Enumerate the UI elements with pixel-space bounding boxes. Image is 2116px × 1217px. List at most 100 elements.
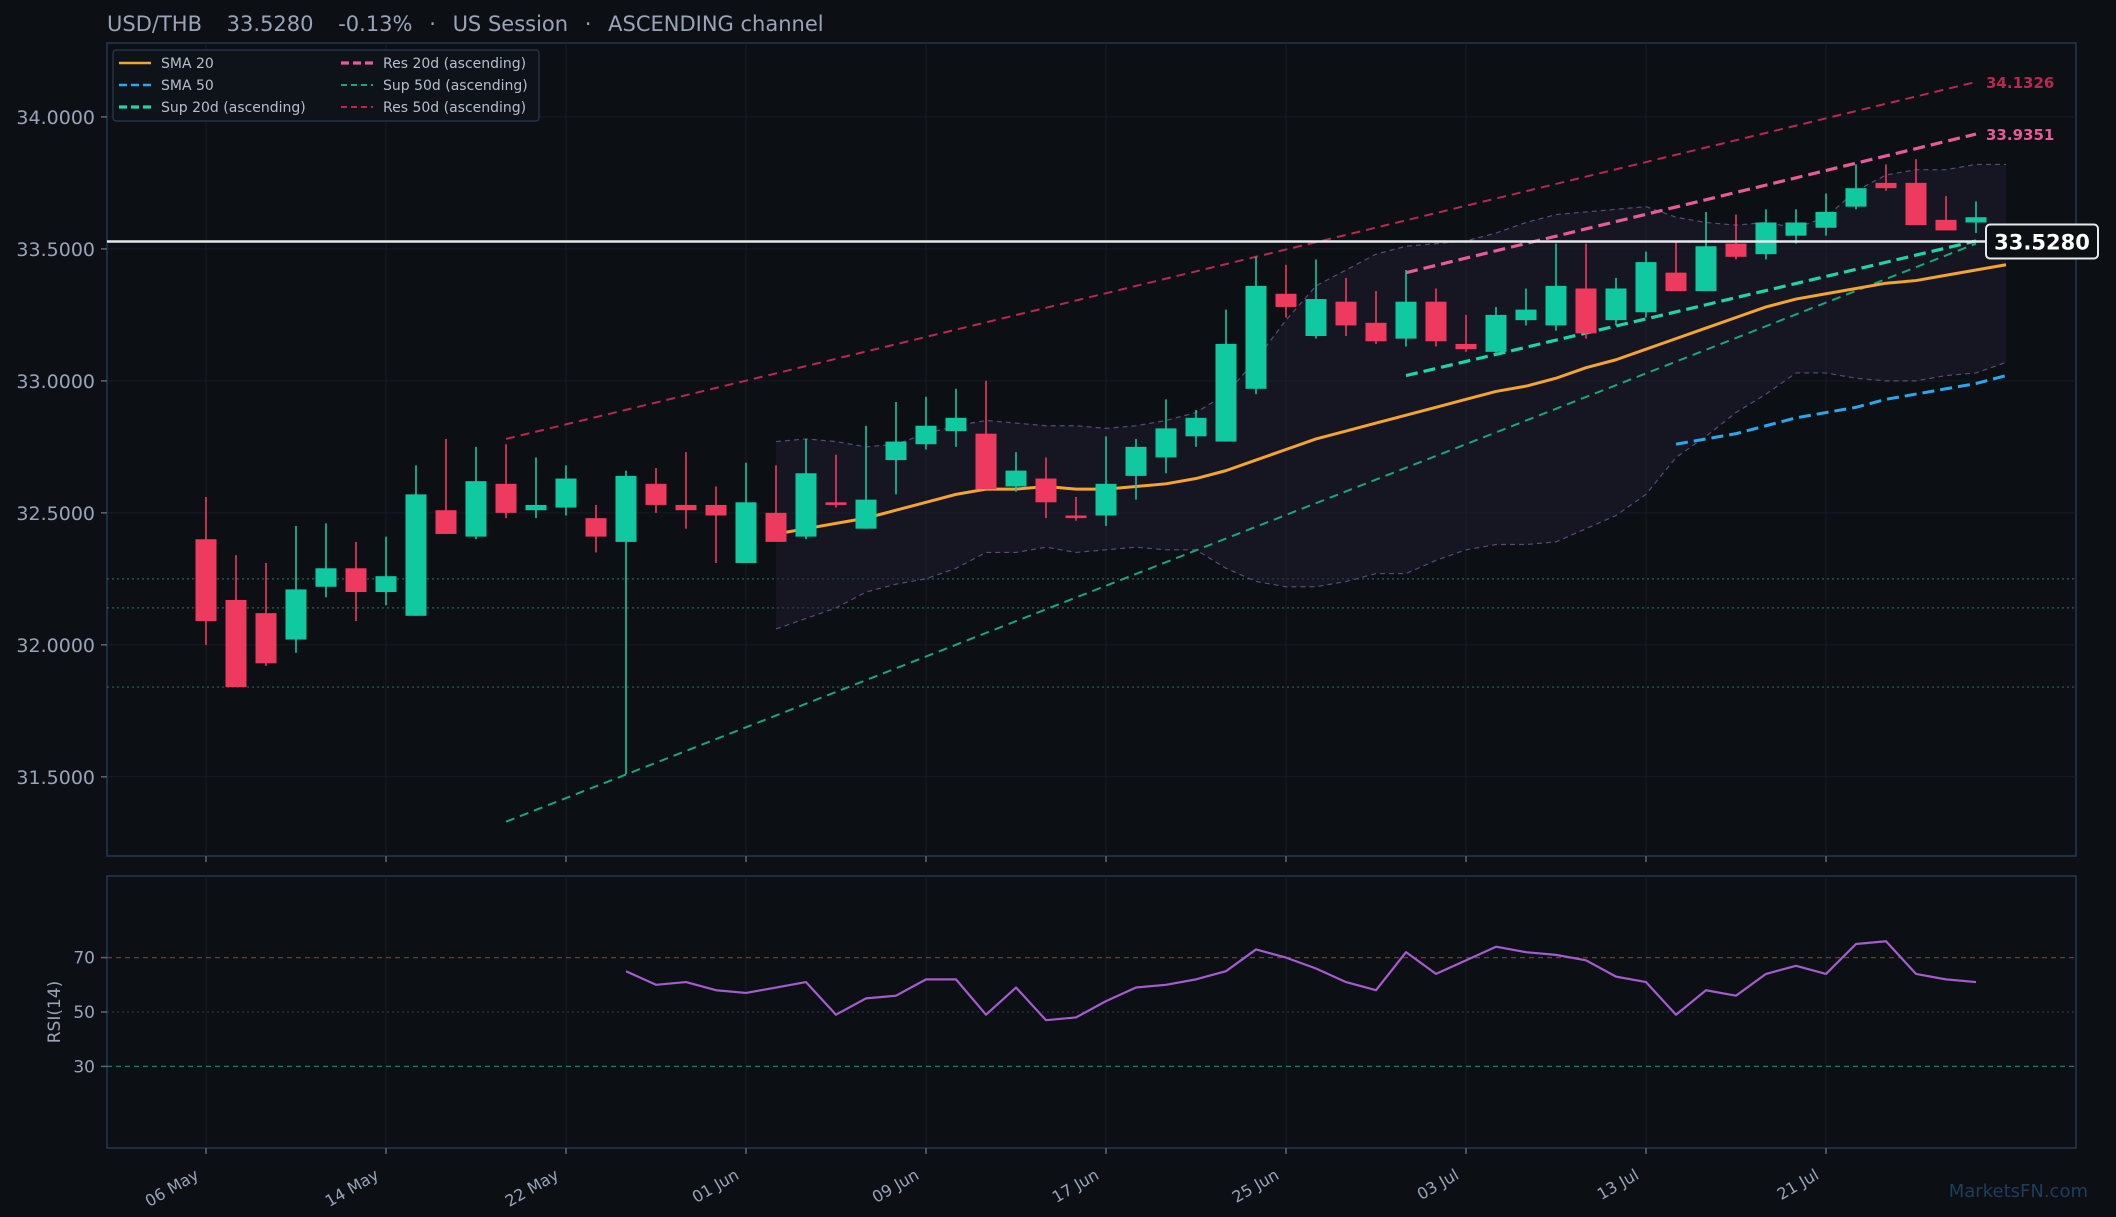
candle	[555, 465, 577, 516]
candle	[255, 563, 277, 666]
legend-label: Res 20d (ascending)	[383, 56, 526, 72]
candle-body	[1905, 182, 1927, 226]
candle	[795, 438, 817, 540]
candle-body	[1695, 246, 1717, 292]
candle-body	[1635, 262, 1657, 313]
candle-body	[1005, 470, 1027, 487]
x-tick-label: 14 May	[322, 1165, 382, 1211]
candle-body	[945, 417, 967, 432]
rsi-tick-label: 70	[73, 949, 95, 969]
sma20-line	[775, 263, 2007, 536]
candle-body	[285, 589, 307, 640]
candle-body	[405, 494, 427, 616]
candle	[1935, 196, 1957, 231]
candle-body	[1485, 314, 1507, 352]
candle	[615, 470, 637, 775]
candle-body	[1575, 288, 1597, 334]
candle	[855, 425, 877, 529]
candle-body	[1785, 222, 1807, 236]
candle	[345, 541, 367, 622]
channel-line	[1405, 132, 1977, 275]
legend-entry: Sup 20d (ascending)	[119, 100, 306, 116]
x-tick-label: 06 May	[142, 1165, 202, 1211]
candle-body	[375, 576, 397, 593]
header-change: -0.13%	[338, 12, 412, 36]
candle-body	[615, 475, 637, 542]
header-channel: ASCENDING channel	[608, 12, 823, 36]
candle	[585, 504, 607, 553]
band-upper-line	[775, 163, 2006, 448]
candle	[1005, 452, 1027, 492]
candle	[435, 438, 457, 534]
legend-label: Sup 50d (ascending)	[383, 78, 528, 94]
y-tick-label: 31.5000	[16, 767, 95, 789]
header-separator: ·	[429, 12, 436, 36]
candle-body	[1965, 217, 1987, 223]
candle-body	[1545, 285, 1567, 326]
candle	[825, 454, 847, 508]
candle	[1785, 209, 1807, 244]
y-tick-label: 32.0000	[16, 635, 95, 657]
candle	[315, 523, 337, 598]
candle-body	[765, 512, 787, 542]
candle-body	[975, 433, 997, 490]
candle	[1275, 264, 1297, 318]
candle	[945, 388, 967, 447]
candle	[1035, 457, 1057, 519]
y-tick-label: 33.5000	[16, 239, 95, 261]
candle-body	[915, 425, 937, 445]
candle	[1185, 409, 1207, 447]
candle	[405, 465, 427, 616]
last-price-label: 33.5280	[1994, 230, 2090, 254]
candle-body	[1755, 222, 1777, 255]
legend-entry: Sup 50d (ascending)	[341, 78, 528, 94]
candle	[885, 401, 907, 495]
x-tick-label: 13 Jul	[1594, 1165, 1642, 1204]
candle	[765, 465, 787, 542]
candle-body	[435, 510, 457, 534]
candle-body	[1665, 272, 1687, 292]
candle	[1485, 306, 1507, 355]
channel-end-label: 33.9351	[1986, 126, 2054, 144]
candle	[525, 457, 547, 519]
channel-line	[505, 242, 1977, 823]
candle-body	[1605, 288, 1627, 321]
candle-body	[1155, 428, 1177, 458]
candle	[1065, 497, 1087, 521]
candle-body	[1035, 478, 1057, 503]
chart-header: USD/THB 33.5280 -0.13% · US Session · AS…	[107, 12, 824, 36]
legend-label: SMA 50	[161, 78, 214, 94]
x-tick-label: 01 Jun	[689, 1165, 742, 1207]
candle	[1665, 240, 1687, 292]
candle-body	[1125, 446, 1147, 476]
candle	[285, 526, 307, 653]
candle	[1605, 277, 1627, 326]
legend-label: Res 50d (ascending)	[383, 100, 526, 116]
header-session: US Session	[453, 12, 569, 36]
candle	[1815, 193, 1837, 236]
channel-line	[505, 80, 1977, 440]
legend-entry: SMA 20	[119, 56, 214, 72]
x-tick-label: 17 Jun	[1049, 1165, 1102, 1207]
candle-body	[1815, 211, 1837, 228]
candle-body	[855, 499, 877, 529]
x-tick-label: 21 Jul	[1774, 1165, 1822, 1204]
y-tick-label: 34.0000	[16, 107, 95, 129]
candle-body	[885, 441, 907, 461]
candle	[1695, 211, 1717, 292]
candle	[225, 555, 247, 688]
rsi-tick-label: 30	[73, 1057, 95, 1077]
candle-body	[1185, 417, 1207, 437]
header-symbol: USD/THB	[107, 12, 202, 36]
candle-body	[195, 539, 217, 622]
legend-entry: Res 50d (ascending)	[341, 100, 526, 116]
candle-body	[555, 478, 577, 508]
candle-body	[1935, 219, 1957, 231]
band-lower-line	[775, 361, 2007, 630]
candle-body	[1365, 322, 1387, 342]
svg-text:USD/THB 33.5280 -0: USD/THB 33.5280 -0.13% · US Session · AS…	[107, 12, 824, 36]
candle	[1575, 243, 1597, 339]
candle	[645, 467, 667, 513]
legend-entry: SMA 50	[119, 78, 214, 94]
